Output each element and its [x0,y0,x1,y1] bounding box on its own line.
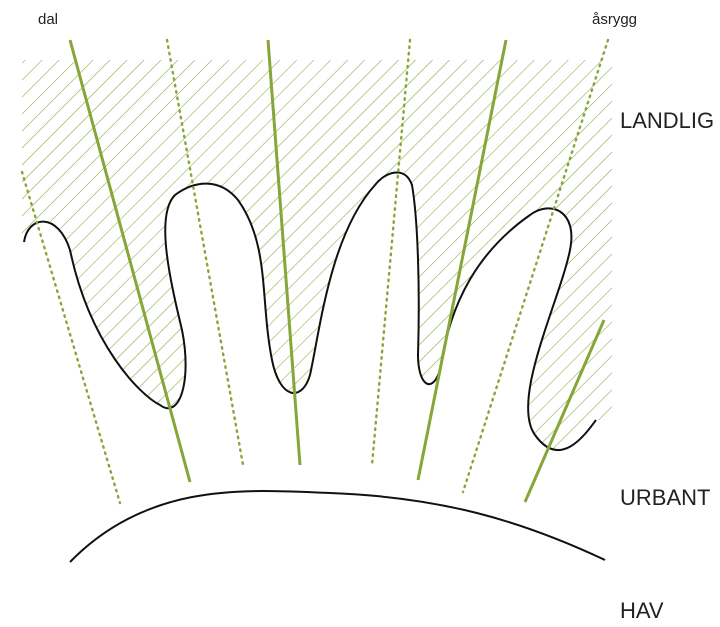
ridge-line [370,38,412,467]
rural-urban-border [23,171,597,451]
ridge-lines [20,38,610,505]
valley-line [68,39,192,483]
ridge-label: åsrygg [592,11,637,28]
urban-label: URBANT [620,485,710,510]
rural-label: LANDLIG [620,108,714,133]
ridge-line [20,170,122,505]
coastline [69,490,606,563]
valley-line [266,39,302,466]
valley-label: dal [38,11,58,28]
valley-line [416,39,508,481]
sea-label: HAV [620,598,664,623]
rural-hatched-area [22,60,612,451]
valley-lines [68,39,606,503]
ridge-line [461,38,610,494]
ridge-line [165,38,245,467]
valley-line [523,319,606,503]
